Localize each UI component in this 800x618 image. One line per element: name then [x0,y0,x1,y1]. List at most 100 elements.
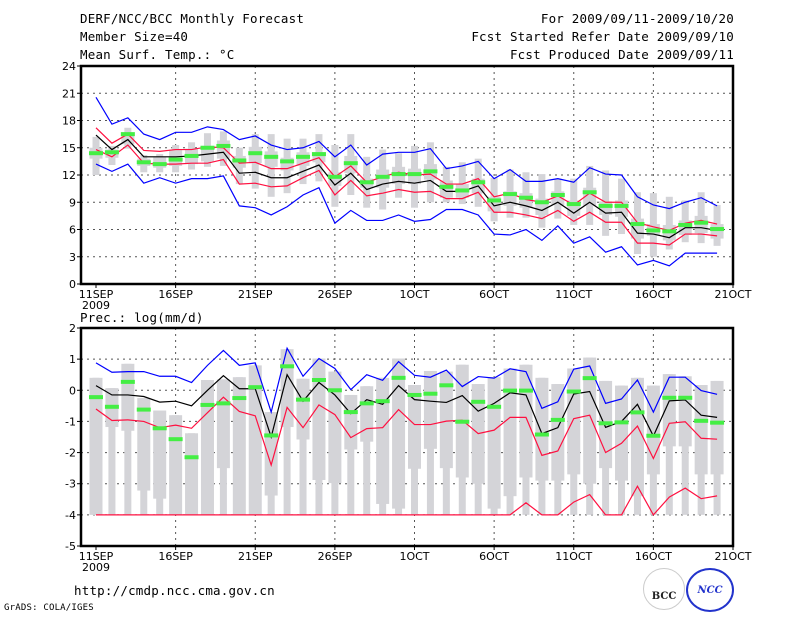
observed-marker [296,397,311,402]
observed-marker [264,154,279,159]
plot-frame [79,326,735,548]
x-tick-label: 1OCT [399,288,429,301]
y-tick-label: 21 [62,87,76,100]
y-tick-label: 2 [69,322,76,335]
observed-marker [89,395,103,400]
series-line-upper [95,127,718,232]
observed-marker [662,395,677,400]
x-year-label: 2009 [82,299,110,312]
precip-label: Prec.: log(mm/d) [80,310,204,325]
grads-credit: GrADS: COLA/IGES [4,603,94,613]
observed-marker [104,404,119,409]
observed-marker [471,180,486,185]
ensemble-box [280,349,294,428]
observed-marker [423,391,438,396]
observed-marker [614,203,629,208]
series-line-upper [95,396,718,468]
y-tick-label: 12 [62,169,76,182]
y-tick-label: -5 [65,540,76,553]
y-tick-label: -3 [65,478,76,491]
ensemble-whisker [347,394,355,515]
forecast-period: For 2009/09/11-2009/10/20 [540,11,734,26]
ncc-logo-text: NCC [697,584,723,596]
ensemble-box [423,370,437,449]
observed-marker [487,198,502,203]
ensemble-box [296,378,310,440]
observed-marker [359,401,374,406]
observed-marker [311,378,326,383]
observed-marker [566,389,581,394]
x-tick-label: 26SEP [318,550,353,563]
observed-marker [232,158,247,163]
observed-marker [423,169,438,174]
observed-marker [280,159,295,164]
observed-marker [646,433,661,438]
bcc-logo-text: BCC [651,590,677,602]
ensemble-box [439,180,453,198]
precip-chart: -5 -4 -3 -2 -1 0 1 2 11SEP 16SEP 21SEP 26SEP 1OCT 6OC… [65,322,752,574]
observed-marker [168,437,183,442]
observed-marker [216,143,231,148]
ensemble-box [392,358,406,509]
ensemble-box [153,410,167,499]
observed-marker [327,174,342,179]
ensemble-box [630,377,644,497]
observed-marker [550,417,565,422]
series-line-min [95,163,718,267]
observed-marker [327,388,342,393]
variable-label: Mean Surf. Temp.: °C [80,47,235,62]
observed-marker [646,228,661,233]
ensemble-box [630,218,644,239]
y-tick-label: 3 [69,251,76,264]
forecast-produced-date: Fcst Produced Date 2009/09/11 [509,47,734,62]
x-tick-label: 21SEP [238,550,273,563]
ensemble-box [535,377,549,481]
observed-marker [216,401,231,406]
observed-marker [598,203,613,208]
ensemble-box [567,368,581,475]
observed-marker [598,421,613,426]
y-tick-label: 0 [69,278,76,291]
observed-marker [120,379,135,384]
member-size: Member Size=40 [80,29,189,44]
observed-marker [455,419,470,424]
y-tick-label: 1 [69,353,76,366]
observed-marker [710,227,725,232]
observed-marker [391,172,406,177]
ensemble-box [662,374,676,447]
x-tick-label: 16SEP [158,550,193,563]
ensemble-box [710,224,724,239]
x-tick-label: 11OCT [555,288,592,301]
observed-marker [439,184,454,189]
observed-marker [614,420,629,425]
series-line-mean [95,134,718,239]
ensemble-box [264,412,278,496]
observed-marker [630,222,645,227]
source-url[interactable]: http://cmdp.ncc.cma.gov.cn [74,583,275,598]
ensemble-box [551,384,565,481]
observed-marker [550,192,565,197]
series-line-lower [95,144,718,246]
observed-marker [710,420,725,425]
observed-marker [534,200,549,205]
x-tick-label: 11SEP [79,288,114,301]
observed-marker [200,402,215,407]
ensemble-box [121,133,135,145]
y-tick-label: 6 [69,224,76,237]
observed-marker [168,157,183,162]
observed-marker [232,396,247,401]
y-tick-label: -4 [65,509,76,522]
ensemble-box [615,385,629,481]
ensemble-box [678,376,692,447]
observed-marker [407,392,422,397]
observed-marker [136,407,151,412]
x-tick-label: 21OCT [714,288,751,301]
series-line-max [95,97,718,210]
ensemble-box [185,433,199,515]
ensemble-box [487,377,501,509]
observed-marker [455,188,470,193]
observed-marker [471,399,486,404]
observed-marker [503,192,518,197]
observed-marker [375,174,390,179]
ensemble-box [137,398,151,491]
